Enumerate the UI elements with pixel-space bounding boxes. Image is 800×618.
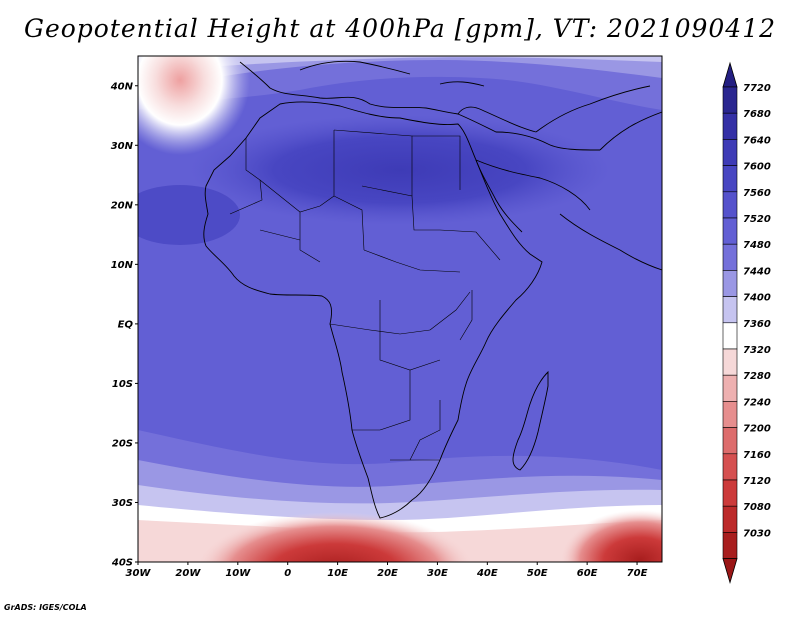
colorbar-swatch xyxy=(722,505,738,533)
lon-tick-label: 30W xyxy=(126,568,152,579)
lat-tick-label: 20S xyxy=(112,438,133,449)
colorbar-label: 7160 xyxy=(743,450,771,461)
geopotential-field xyxy=(138,56,662,562)
longitude-axis: 30W 20W 10W 0 10E 20E 30E 40E 50E 60E 70E xyxy=(126,562,648,579)
colorbar-swatch xyxy=(722,374,738,402)
coastlines xyxy=(203,60,662,519)
colorbar-swatch xyxy=(722,532,738,559)
lon-tick-label: 20E xyxy=(377,568,398,579)
colorbar-top-arrow xyxy=(722,61,738,88)
lon-tick-label: 0 xyxy=(284,568,291,579)
colorbar-swatch xyxy=(722,296,738,324)
colorbar-swatch xyxy=(722,427,738,455)
colorbar-label: 7720 xyxy=(743,83,771,94)
colorbar-label: 7320 xyxy=(743,345,771,356)
lon-tick-label: 30E xyxy=(427,568,448,579)
colorbar-label: 7560 xyxy=(743,188,771,199)
colorbar-swatch xyxy=(722,270,738,297)
lon-tick-label: 50E xyxy=(527,568,548,579)
lat-tick-label: 10S xyxy=(112,379,133,390)
colorbar-swatch xyxy=(722,217,738,245)
lat-tick-label: 40N xyxy=(110,81,134,92)
colorbar-swatch xyxy=(722,165,738,193)
colorbar-label: 7600 xyxy=(743,162,771,173)
colorbar-swatch xyxy=(722,479,738,507)
lon-tick-label: 60E xyxy=(577,568,598,579)
latitude-axis: 40N 30N 20N 10N EQ 10S 20S 30S 40S xyxy=(110,81,138,569)
colorbar-swatch xyxy=(722,86,738,114)
lon-tick-label: 10W xyxy=(225,568,251,579)
lat-tick-label: 10N xyxy=(111,260,134,271)
lon-tick-label: 70E xyxy=(627,568,648,579)
map-frame xyxy=(137,55,663,563)
colorbar-label: 7520 xyxy=(743,214,771,225)
colorbar-label: 7030 xyxy=(743,528,771,539)
colorbar-swatch xyxy=(722,139,738,166)
colorbar: 7720 7680 7640 7600 7560 7520 7480 7440 7400 7360… xyxy=(722,61,771,585)
lat-tick-label: 20N xyxy=(111,200,134,211)
lat-tick-label: 40S xyxy=(111,558,133,569)
colorbar-label: 7200 xyxy=(743,424,771,435)
colorbar-label: 7280 xyxy=(743,371,771,382)
colorbar-label: 7680 xyxy=(743,109,771,120)
colorbar-label: 7640 xyxy=(743,135,771,146)
lon-tick-label: 10E xyxy=(327,568,348,579)
colorbar-label: 7480 xyxy=(743,240,771,251)
colorbar-swatch xyxy=(722,348,738,376)
lat-tick-label: 30N xyxy=(111,141,134,152)
colorbar-label: 7400 xyxy=(743,293,771,304)
credit-label: GrADS: IGES/COLA xyxy=(4,603,87,612)
colorbar-swatch xyxy=(722,191,738,219)
colorbar-swatch xyxy=(722,322,738,350)
lat-tick-label: 30S xyxy=(112,498,133,509)
country-borders xyxy=(229,129,501,461)
colorbar-label: 7240 xyxy=(743,397,771,408)
colorbar-label: 7360 xyxy=(743,319,771,330)
colorbar-label: 7120 xyxy=(743,476,771,487)
colorbar-label: 7080 xyxy=(743,502,771,513)
colorbar-swatch xyxy=(722,401,738,428)
colorbar-swatch xyxy=(722,243,738,271)
lon-tick-label: 40E xyxy=(476,568,498,579)
colorbar-swatch xyxy=(722,112,738,140)
colorbar-swatch xyxy=(722,453,738,481)
colorbar-bottom-arrow xyxy=(722,558,738,585)
lat-tick-label: EQ xyxy=(118,319,134,330)
chart-title: Geopotential Height at 400hPa [gpm], VT:… xyxy=(23,14,777,43)
lon-tick-label: 20W xyxy=(175,568,201,579)
colorbar-label: 7440 xyxy=(743,266,771,277)
